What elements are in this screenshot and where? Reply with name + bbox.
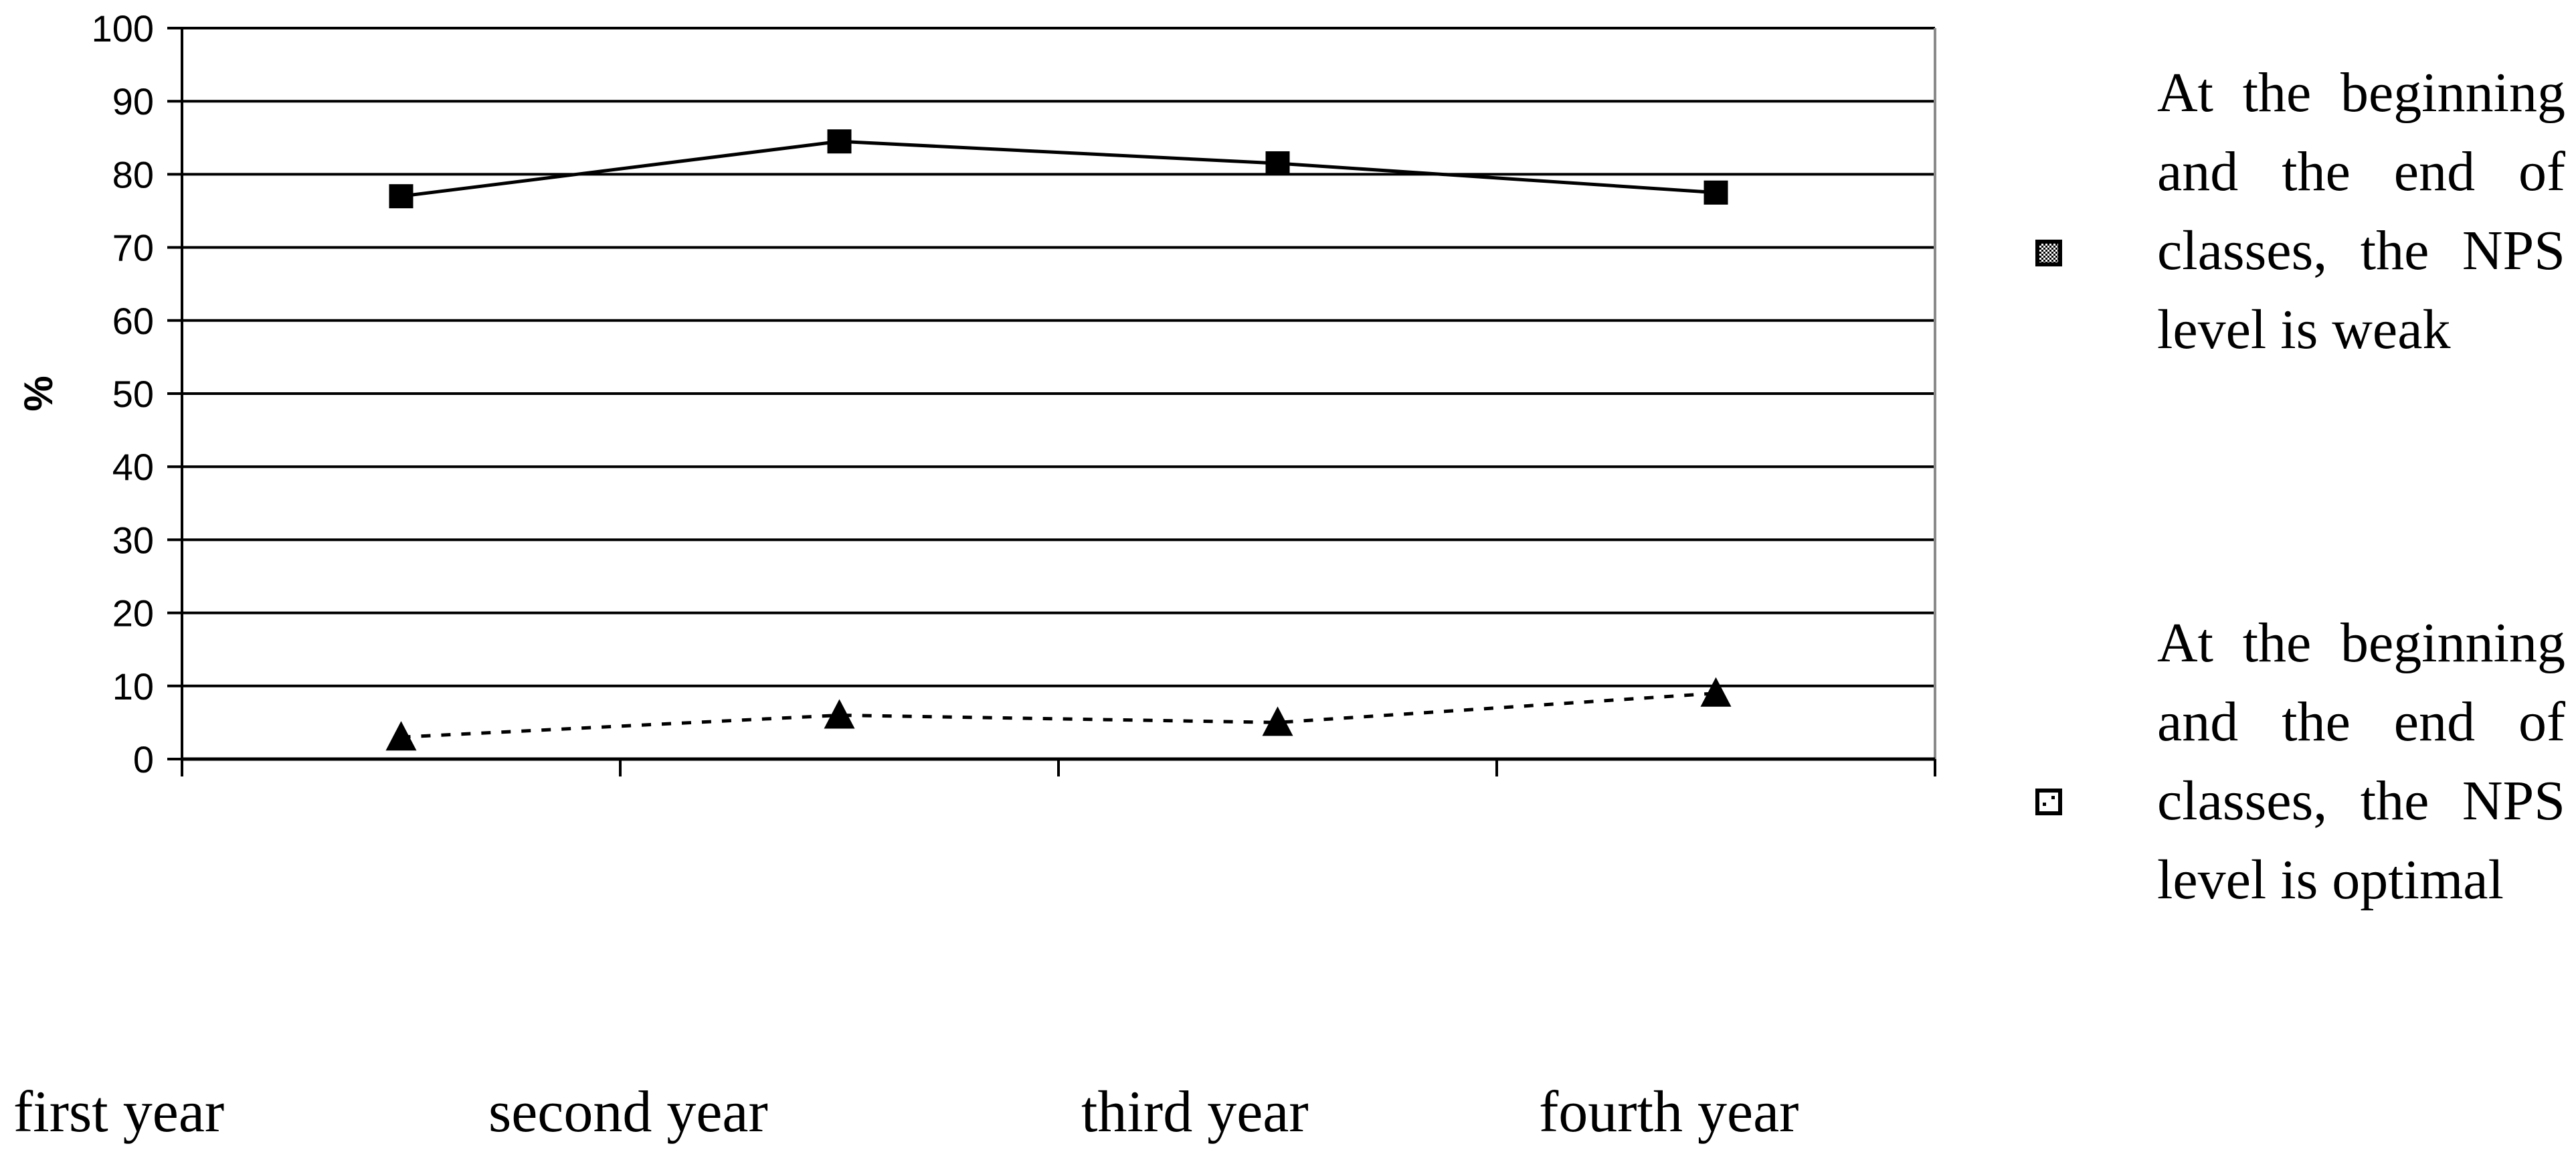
x-category-label: third year [1081, 1080, 1309, 1145]
series-weak [389, 129, 1728, 209]
legend-swatch-weak [2035, 240, 2062, 266]
y-tick-label: 0 [133, 738, 154, 780]
y-tick-label: 100 [92, 7, 154, 50]
x-category-label: first year [13, 1080, 224, 1145]
data-point-triangle [1262, 706, 1293, 736]
legend-label-optimal: At the beginning and the end of classes,… [2157, 612, 2565, 911]
axes [167, 27, 1936, 776]
dotted-pattern-icon [2043, 796, 2055, 806]
series-line [401, 691, 1716, 739]
data-point-square [389, 184, 413, 209]
legend-swatch-optimal [2035, 789, 2062, 815]
y-axis-label: % [16, 376, 61, 411]
y-tick-label: 30 [112, 519, 154, 561]
data-point-square [1704, 180, 1728, 205]
y-tick-label: 10 [112, 665, 154, 708]
y-tick-label: 50 [112, 373, 154, 415]
data-point-triangle [385, 721, 417, 751]
series-optimal [385, 677, 1732, 751]
y-tick-label: 90 [112, 80, 154, 122]
series-line [401, 139, 1716, 198]
data-point-square [827, 129, 852, 154]
y-tick-label: 40 [112, 446, 154, 488]
x-category-label: fourth year [1539, 1080, 1799, 1145]
checker-pattern-icon [2039, 244, 2058, 262]
y-tick-label: 20 [112, 592, 154, 635]
labels: 0 10 20 30 40 50 60 70 80 90 100% first year second … [13, 7, 1799, 1145]
series-group [385, 129, 1732, 751]
data-point-square [1265, 151, 1290, 176]
y-tick-label: 80 [112, 153, 154, 195]
data-point-triangle [1700, 677, 1732, 707]
data-point-triangle [824, 699, 855, 729]
y-tick-label: 60 [112, 300, 154, 342]
y-tick-label: 70 [112, 227, 154, 269]
gridlines [182, 27, 1935, 687]
x-category-label: second year [488, 1080, 768, 1145]
legend-label-weak: At the beginning and the end of classes,… [2157, 62, 2565, 361]
